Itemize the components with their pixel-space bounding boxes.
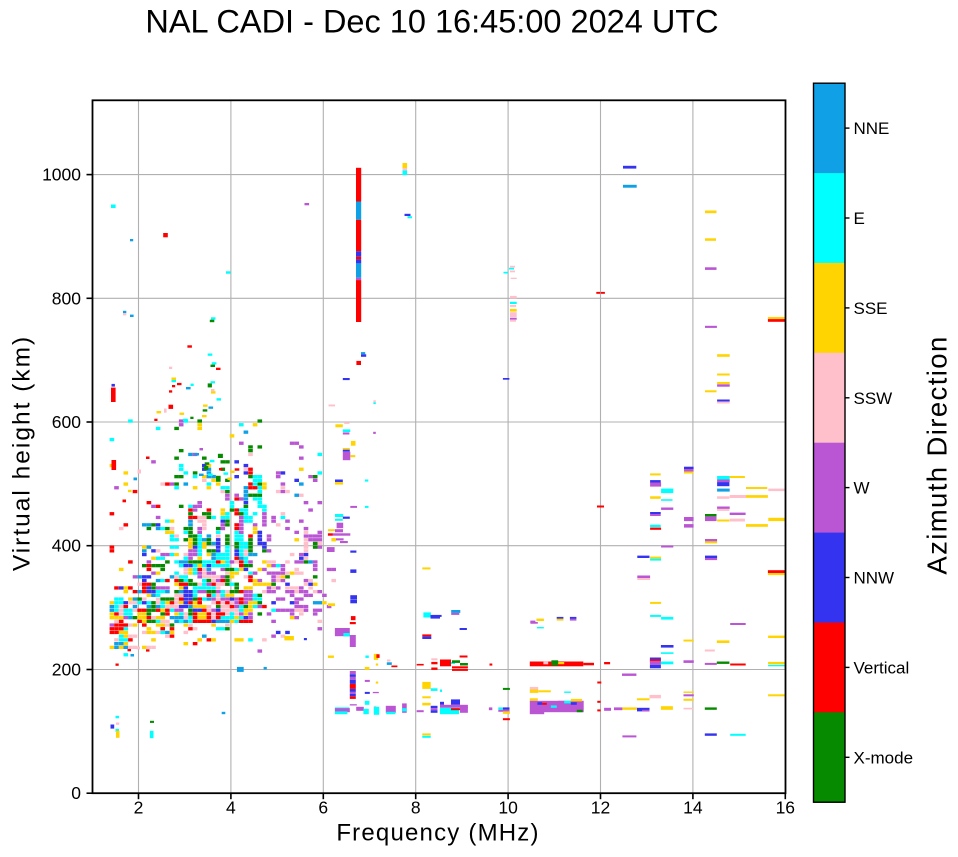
svg-text:E: E — [854, 209, 865, 228]
svg-text:SSE: SSE — [854, 299, 888, 318]
svg-text:4: 4 — [226, 798, 236, 818]
svg-text:2: 2 — [134, 798, 144, 818]
svg-text:Frequency (MHz): Frequency (MHz) — [336, 820, 539, 847]
svg-text:6: 6 — [318, 798, 328, 818]
svg-text:Vertical: Vertical — [854, 658, 910, 677]
svg-text:W: W — [854, 479, 870, 498]
svg-text:SSW: SSW — [854, 389, 893, 408]
svg-text:X-mode: X-mode — [854, 748, 914, 767]
svg-text:600: 600 — [52, 412, 81, 432]
svg-text:NAL CADI - Dec 10 16:45:00 202: NAL CADI - Dec 10 16:45:00 2024 UTC — [145, 4, 718, 40]
svg-text:Azimuth Direction: Azimuth Direction — [922, 335, 953, 574]
svg-text:8: 8 — [411, 798, 421, 818]
svg-text:200: 200 — [52, 660, 81, 680]
svg-text:800: 800 — [52, 288, 81, 308]
svg-text:1000: 1000 — [42, 165, 81, 185]
svg-text:16: 16 — [776, 798, 795, 818]
svg-text:12: 12 — [591, 798, 610, 818]
svg-text:400: 400 — [52, 536, 81, 556]
svg-text:NNE: NNE — [854, 119, 890, 138]
svg-text:10: 10 — [498, 798, 518, 818]
svg-text:NNW: NNW — [854, 569, 895, 588]
svg-text:14: 14 — [683, 798, 703, 818]
svg-text:0: 0 — [71, 783, 81, 803]
svg-text:Virtual height (km): Virtual height (km) — [9, 335, 36, 571]
